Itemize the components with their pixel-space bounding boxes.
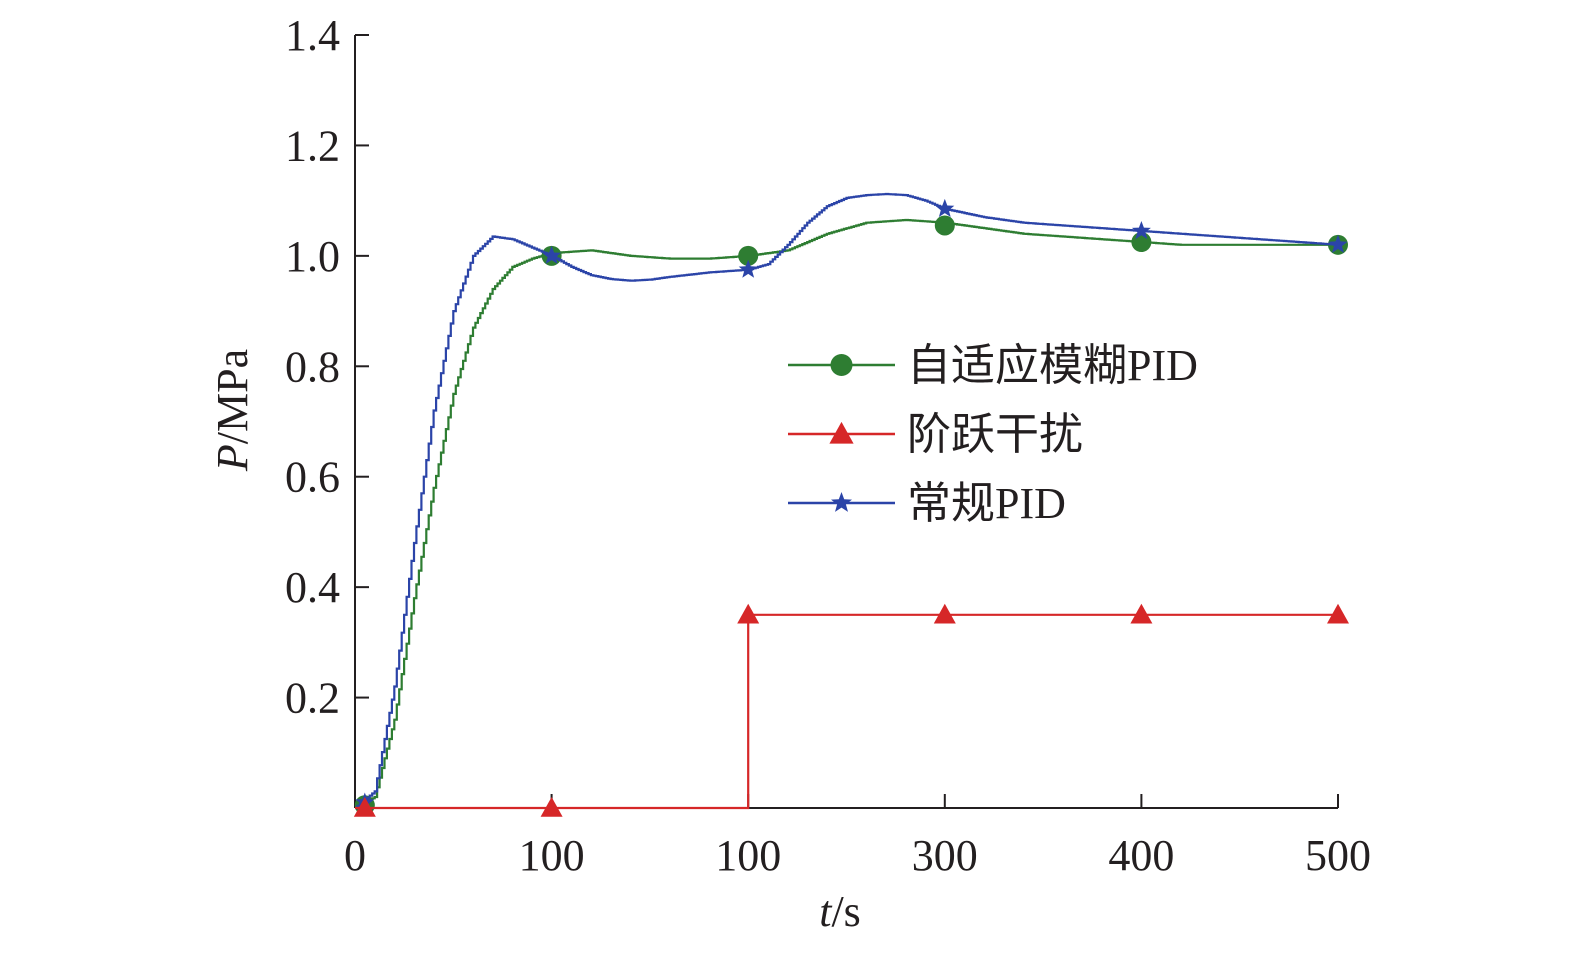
triangle-marker [1327,603,1349,624]
axes: 0.2 0.4 0.6 0.8 1.0 1.2 1.4 0 100 100 300 400 500 [285,11,1371,880]
y-tick-label: 0.6 [285,453,340,502]
x-ticks: 0 100 100 300 400 500 [344,794,1371,880]
x-axis-var: t [819,887,833,936]
x-tick-label: 100 [519,831,585,880]
triangle-marker [1130,603,1153,624]
star-marker [935,198,955,217]
triangle-marker [737,603,760,624]
series-line [355,192,1340,810]
x-tick-label: 0 [344,831,366,880]
series-2 [353,603,1349,817]
circle-marker [830,354,853,376]
series-line [355,218,1338,810]
x-tick-label: 300 [912,831,978,880]
star-marker [1328,234,1348,253]
y-tick-label: 1.2 [285,121,340,170]
y-tick-label: 1.0 [285,232,340,281]
y-axis-unit: /MPa [208,349,257,444]
series-layer [353,192,1349,817]
y-tick-label: 0.8 [285,342,340,391]
y-ticks: 0.2 0.4 0.6 0.8 1.0 1.2 1.4 [285,11,369,723]
legend-item: 阶跃干扰 [788,410,1083,459]
legend-item: 常规PID [788,479,1066,528]
x-tick-label: 100 [715,831,781,880]
circle-marker [738,245,759,266]
star-marker [1131,221,1151,240]
y-axis-title: P/MPa [208,349,257,472]
triangle-marker [353,797,376,817]
x-tick-label: 400 [1108,831,1174,880]
series-line [355,613,1338,810]
y-tick-label: 1.4 [285,11,340,60]
series-1 [354,215,1348,816]
triangle-marker [540,797,563,817]
star-marker [542,245,562,264]
legend-label: 常规PID [907,479,1066,528]
y-tick-label: 0.4 [285,563,340,612]
x-tick-label: 500 [1305,831,1371,880]
x-axis-unit: /s [831,887,860,936]
triangle-marker [933,603,956,624]
triangle-marker [829,421,854,444]
star-marker [831,492,852,512]
legend-label: 阶跃干扰 [907,410,1083,459]
legend-item: 自适应模糊PID [788,341,1198,390]
circle-marker [934,215,955,236]
y-tick-label: 0.2 [285,674,340,723]
star-marker [738,259,758,278]
y-axis-var: P [208,444,257,472]
legend-label: 自适应模糊PID [907,341,1198,390]
x-axis-title: t/s [819,887,861,936]
